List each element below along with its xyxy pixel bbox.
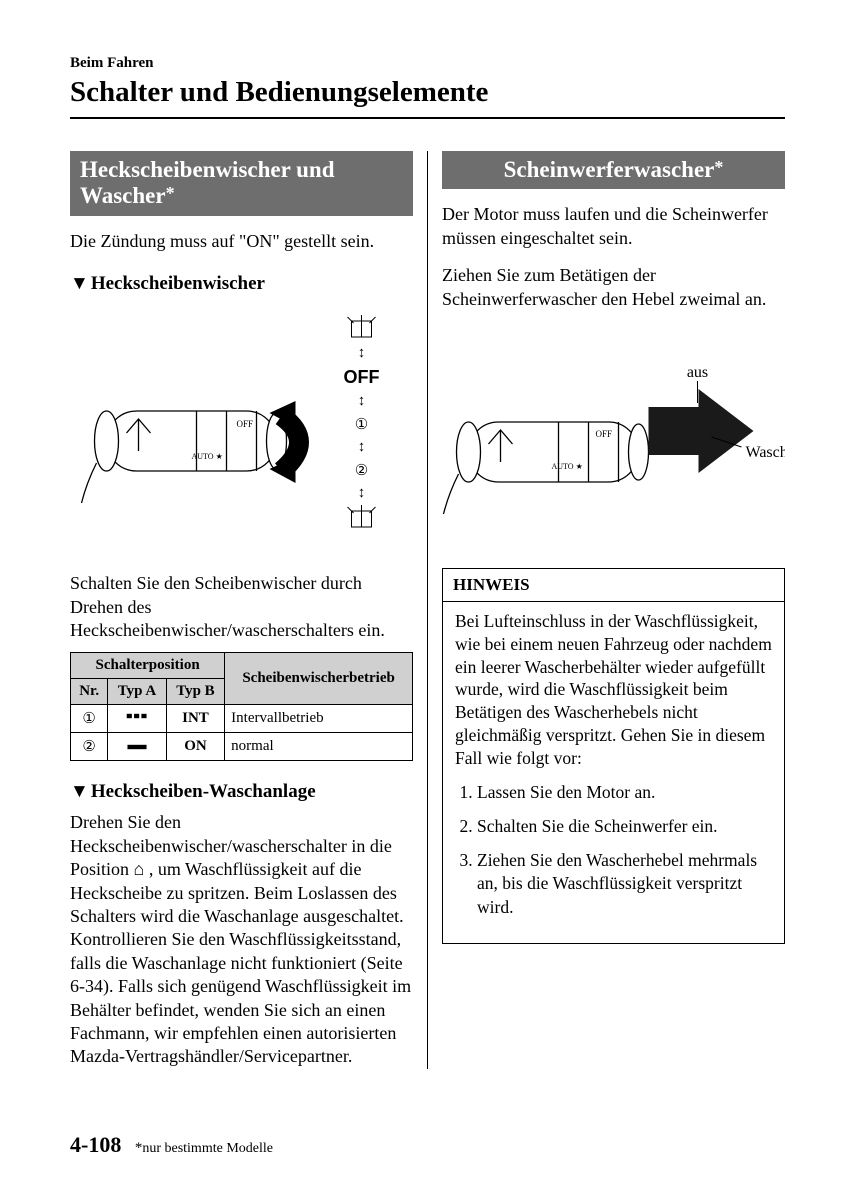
svg-text:②: ②	[355, 462, 368, 479]
heading-star-icon: *	[166, 183, 175, 203]
svg-text:aus: aus	[687, 364, 708, 381]
col-header: Scheibenwischerbetrieb	[225, 653, 413, 705]
svg-text:①: ①	[355, 416, 368, 433]
switch-position-table: Schalterposition Scheibenwischerbetrieb …	[70, 652, 413, 761]
sub1-text: Schalten Sie den Scheibenwischer durch D…	[70, 572, 413, 642]
svg-text:AUTO ★: AUTO ★	[192, 452, 223, 461]
table-row: Schalterposition Scheibenwischerbetrieb	[71, 653, 413, 679]
hint-body: Bei Lufteinschluss in der Waschflüssigke…	[443, 602, 784, 943]
list-item: Ziehen Sie den Wascherhebel mehrmals an,…	[477, 849, 772, 920]
column-left: Heckscheibenwischer und Wascher* Die Zün…	[70, 151, 427, 1069]
chapter-label: Beim Fahren	[70, 55, 785, 72]
cell-typ-b: INT	[166, 705, 224, 733]
col-header: Typ A	[108, 679, 166, 705]
cell-typ-b: ON	[166, 733, 224, 761]
list-item: Lassen Sie den Motor an.	[477, 781, 772, 805]
svg-text:↕: ↕	[358, 484, 366, 501]
svg-text:↕: ↕	[358, 344, 366, 361]
svg-text:OFF: OFF	[237, 419, 254, 429]
heading-text: Scheinwerferwascher	[504, 157, 715, 182]
column-right: Scheinwerferwascher* Der Motor muss lauf…	[428, 151, 785, 1069]
col-header: Typ B	[166, 679, 224, 705]
hint-text: Bei Lufteinschluss in der Waschflüssigke…	[455, 610, 772, 769]
svg-text:AUTO ★: AUTO ★	[552, 462, 583, 471]
heading-rear-wiper: Heckscheibenwischer und Wascher*	[70, 151, 413, 216]
two-column-layout: Heckscheibenwischer und Wascher* Die Zün…	[70, 151, 785, 1069]
heading-text: Heckscheibenwischer und Wascher	[80, 157, 335, 208]
svg-text:OFF: OFF	[596, 429, 613, 439]
svg-text:Wascher: Wascher	[746, 444, 786, 461]
footnote-text: nur bestimmte Modelle	[142, 1141, 273, 1156]
cell-typ-a	[108, 733, 166, 761]
heading-star-icon: *	[714, 157, 723, 177]
svg-text:OFF: OFF	[344, 367, 380, 387]
hint-title: HINWEIS	[443, 569, 784, 602]
right-p2: Ziehen Sie zum Betätigen der Scheinwerfe…	[442, 264, 785, 311]
table-row: ① INT Intervallbetrieb	[71, 705, 413, 733]
wiper-diagram: OFF AUTO ★	[70, 301, 413, 561]
dash-ticks-icon	[126, 709, 148, 723]
col-header: Nr.	[71, 679, 108, 705]
solid-bar-icon	[126, 744, 148, 750]
hint-steps: Lassen Sie den Motor an. Schalten Sie di…	[455, 781, 772, 919]
cell-nr: ②	[71, 733, 108, 761]
washer-diagram: OFF AUTO ★ aus Wascher	[442, 327, 785, 527]
page-footer: 4-108 *nur bestimmte Modelle	[70, 1132, 273, 1158]
subhead-wiper: Heckscheibenwischer	[70, 273, 413, 295]
cell-nr: ①	[71, 705, 108, 733]
col-header: Schalterposition	[71, 653, 225, 679]
page-number: 4-108	[70, 1132, 121, 1157]
subhead-washer: Heckscheiben-Waschanlage	[70, 781, 413, 803]
right-p1: Der Motor muss laufen und die Scheinwerf…	[442, 203, 785, 250]
table-row: ② ON normal	[71, 733, 413, 761]
svg-text:↕: ↕	[358, 438, 366, 455]
list-item: Schalten Sie die Scheinwerfer ein.	[477, 815, 772, 839]
cell-op: normal	[225, 733, 413, 761]
hint-box: HINWEIS Bei Lufteinschluss in der Waschf…	[442, 568, 785, 944]
intro-text: Die Zündung muss auf "ON" gestellt sein.	[70, 230, 413, 253]
cell-op: Intervallbetrieb	[225, 705, 413, 733]
cell-typ-a	[108, 705, 166, 733]
page-title: Schalter und Bedienungselemente	[70, 76, 785, 119]
heading-headlight-washer: Scheinwerferwascher*	[442, 151, 785, 189]
svg-text:↕: ↕	[358, 392, 366, 409]
sub2-text: Drehen Sie den Heckscheibenwischer/wasch…	[70, 811, 413, 1068]
